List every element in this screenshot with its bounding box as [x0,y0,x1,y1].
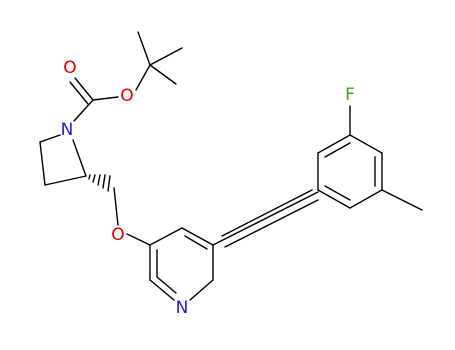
hash [107,175,111,192]
bond [149,227,183,246]
hash [97,174,101,186]
hashed-wedge [88,174,111,192]
atom-label: N [61,120,74,140]
bond [317,134,351,154]
bond [135,64,151,91]
bond [39,134,61,143]
bond [324,142,351,158]
bond [44,175,87,186]
atom-label: O [120,86,133,106]
bond [149,279,175,301]
bond [189,279,214,301]
bond [39,141,46,186]
atom-label: O [63,58,76,78]
bond [149,47,183,66]
bonds [39,31,423,301]
bond [324,185,351,201]
bond [72,139,87,177]
atom-labels: O O N O N F [61,58,355,318]
bond [349,134,383,154]
bond [181,227,214,246]
bond [74,77,94,101]
hash [92,174,96,183]
bond [221,189,313,237]
bond [317,189,351,209]
bond [381,189,423,211]
bond [69,81,89,105]
hash [102,174,106,189]
hash [88,174,91,180]
atom-label: N [176,298,189,318]
bond [349,189,383,209]
atom-label: F [345,85,355,105]
bond [212,191,319,246]
bond [156,276,177,294]
bond [137,31,151,66]
bond [73,99,94,122]
bond [113,187,119,226]
bond [184,235,208,250]
bond [92,96,119,101]
bond [126,233,151,246]
atom-label: O [111,225,124,245]
bond [149,64,177,85]
bond [224,199,319,248]
